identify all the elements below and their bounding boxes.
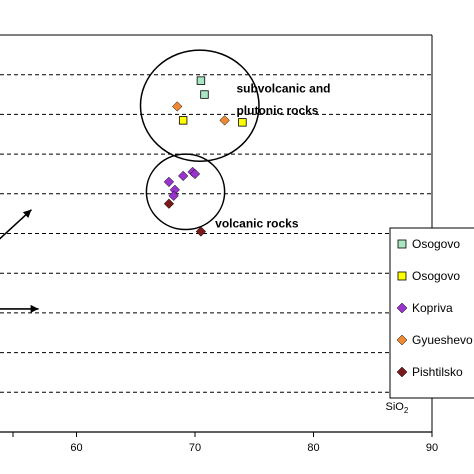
legend-label: Kopriva: [412, 301, 453, 315]
data-point: [163, 176, 175, 188]
legend-label: Pishtilsko: [412, 365, 463, 379]
arrow-head: [30, 304, 39, 313]
x-tick-label: 60: [70, 442, 82, 454]
axes: 60 70 80 90 SiO2: [0, 34, 438, 454]
trend-arrow: [0, 209, 33, 240]
legend-marker: [397, 271, 407, 281]
x-tick-label: 80: [307, 442, 319, 454]
data-point: [177, 170, 189, 182]
legend-label: Gyueshevo: [412, 333, 473, 347]
data-point: [163, 198, 175, 209]
data-point: [172, 101, 183, 112]
annotation-label: plutonic rocks: [236, 103, 318, 117]
x-axis-label: SiO2: [386, 401, 409, 415]
gridlines: [0, 74, 432, 393]
annotation-label: subvolcanic and: [236, 82, 330, 96]
legend-marker: [397, 239, 407, 249]
legend-label: Osogovo: [412, 269, 460, 283]
annotation-shapes: [0, 49, 260, 313]
legend-marker: [396, 334, 408, 346]
legend-label: Osogovo: [412, 237, 460, 251]
legend-marker: [396, 302, 408, 314]
group-ellipse: [145, 153, 226, 231]
annotation-labels: subvolcanic and plutonic rocks volcanic ro…: [215, 82, 330, 231]
x-tick-label: 90: [426, 442, 438, 454]
data-points: [163, 76, 247, 237]
legend: Osogovo Osogovo Kopriva Gyueshevo Pishtilsko: [389, 227, 474, 399]
data-point: [168, 190, 179, 201]
data-point: [195, 226, 207, 237]
data-point: [238, 118, 247, 127]
annotation-label: volcanic rocks: [215, 217, 299, 231]
data-point: [178, 116, 188, 125]
legend-marker: [396, 366, 408, 378]
data-point: [219, 115, 230, 126]
data-point: [200, 90, 209, 99]
arrow-head: [22, 209, 32, 219]
data-point: [189, 168, 201, 180]
data-point: [196, 76, 206, 85]
group-ellipse: [139, 49, 260, 162]
x-tick-label: 70: [189, 442, 201, 454]
